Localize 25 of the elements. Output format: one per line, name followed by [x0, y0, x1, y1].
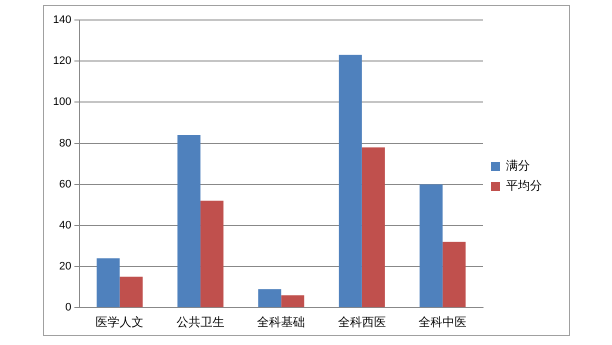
y-tick-label: 20 [59, 260, 72, 273]
legend-label: 满分 [506, 158, 530, 173]
x-tick-label: 全科中医 [418, 314, 467, 329]
bar [177, 135, 200, 308]
legend-label: 平均分 [506, 178, 542, 193]
bar [200, 200, 224, 308]
y-tick-label: 40 [59, 219, 72, 232]
y-tick-label: 100 [52, 96, 72, 108]
bar [362, 147, 385, 308]
y-tick-label: 120 [52, 55, 72, 68]
bar [258, 289, 282, 308]
x-tick-label: 公共卫生 [176, 314, 224, 329]
bar [120, 276, 143, 308]
y-tick-label: 140 [52, 14, 72, 26]
y-tick-label: 60 [59, 178, 72, 190]
x-tick-label: 全科基础 [257, 314, 306, 329]
x-tick-label: 医学人文 [96, 314, 144, 329]
bar [442, 242, 466, 308]
y-tick-label: 80 [59, 137, 72, 150]
bar [281, 295, 304, 308]
bar [420, 184, 443, 308]
y-tick-label: 0 [65, 302, 72, 314]
bar [338, 54, 362, 308]
x-tick-label: 全科西医 [338, 314, 386, 329]
bar [96, 258, 120, 308]
